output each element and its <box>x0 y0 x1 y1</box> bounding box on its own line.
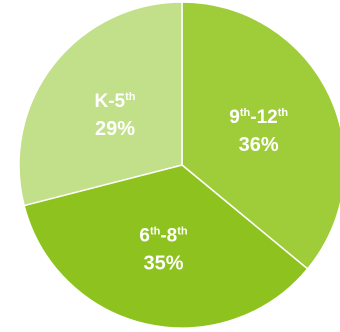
slice-value-label: 36% <box>239 134 279 156</box>
slice-9-12 <box>181 1 340 270</box>
pie-slices <box>18 1 340 329</box>
slice-category-label: 9th-12th <box>229 107 288 128</box>
slice-category-label: 6th-8th <box>139 226 188 247</box>
slice-value-label: 35% <box>143 253 183 275</box>
pie-labels: 9th-12th 36% 6th-8th 35% K-5th 29% <box>94 91 288 275</box>
slice-value-label: 29% <box>95 118 135 140</box>
slice-6-8 <box>23 164 309 329</box>
slice-category-label: K-5th <box>94 91 135 112</box>
slice-k-5 <box>18 1 183 207</box>
